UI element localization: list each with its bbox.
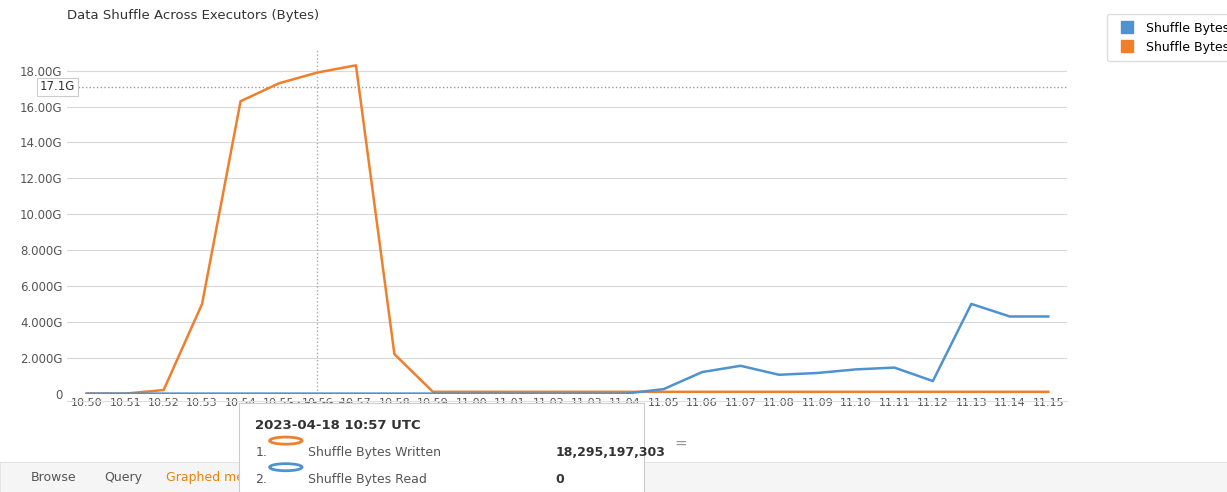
Text: 18,295,197,303: 18,295,197,303	[555, 446, 665, 459]
Text: 2023-04-18 10:57 UTC: 2023-04-18 10:57 UTC	[255, 419, 421, 432]
Text: Shuffle Bytes Read: Shuffle Bytes Read	[308, 472, 427, 486]
Legend: Shuffle Bytes Read, Shuffle Bytes Written: Shuffle Bytes Read, Shuffle Bytes Writte…	[1107, 14, 1227, 62]
Text: 2.: 2.	[255, 472, 267, 486]
Text: 04-18 10:56: 04-18 10:56	[287, 402, 351, 412]
Text: 17.1G: 17.1G	[39, 80, 75, 93]
Text: 1.: 1.	[255, 446, 267, 459]
Text: =: =	[675, 435, 687, 450]
Text: 0: 0	[555, 472, 564, 486]
Text: Query: Query	[104, 471, 142, 484]
Text: Shuffle Bytes Written: Shuffle Bytes Written	[308, 446, 440, 459]
Text: Browse: Browse	[31, 471, 76, 484]
Text: Data Shuffle Across Executors (Bytes): Data Shuffle Across Executors (Bytes)	[67, 9, 319, 22]
Text: Graphed metrics: Graphed metrics	[166, 471, 271, 484]
